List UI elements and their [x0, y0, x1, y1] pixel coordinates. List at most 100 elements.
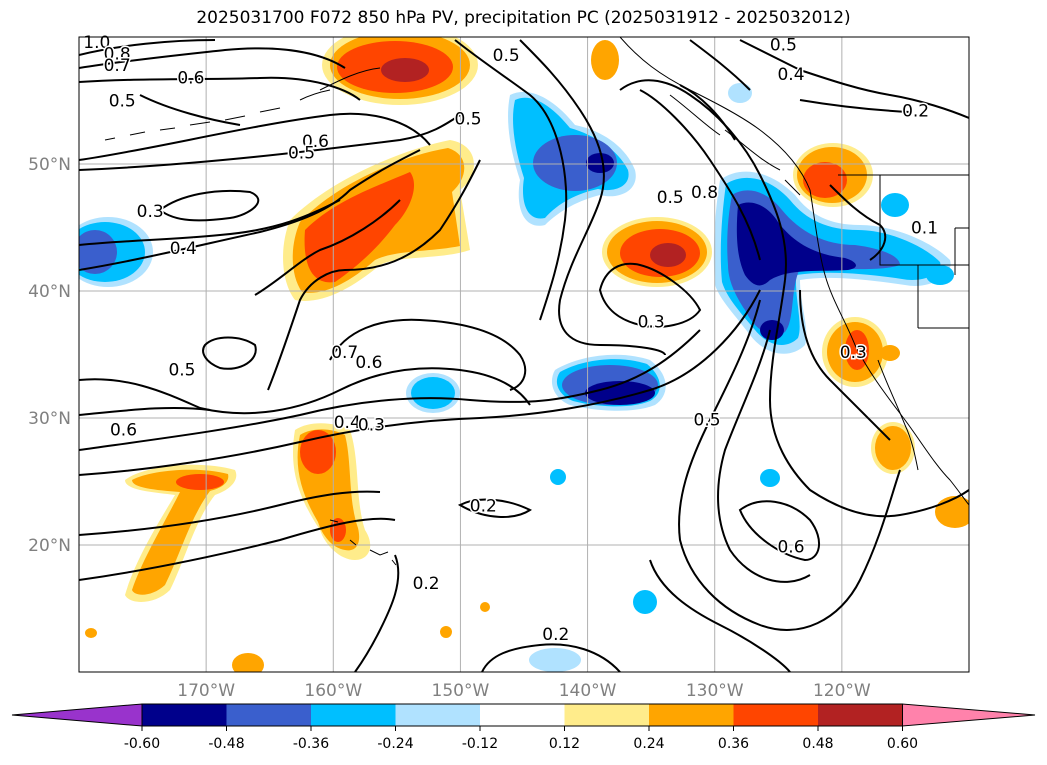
precip-blob-west-coast-blue [713, 171, 951, 354]
pv-contour-labels: 1.00.80.70.50.60.50.50.60.50.30.40.50.70… [82, 32, 940, 647]
colorbar-segment [480, 704, 565, 726]
pv-contour-25 [519, 39, 666, 356]
pv-contour-label: 0.4 [170, 239, 197, 259]
pv-contour-22 [481, 643, 621, 672]
precip-blob-blue-dot-3 [633, 590, 657, 614]
precip-blob-blue-dot-5 [728, 83, 752, 103]
precip-blob-hawaii [292, 423, 371, 560]
pv-contour-label: 0.5 [109, 92, 136, 112]
pv-contour-6 [79, 114, 461, 171]
colorbar-tick-label: -0.48 [208, 736, 244, 752]
pv-contour-label: 0.5 [493, 46, 520, 66]
pv-contour-30 [739, 39, 969, 119]
pv-contour-4 [139, 94, 241, 126]
pv-contour-35 [738, 500, 820, 562]
precip-blob-dot-1 [85, 628, 97, 638]
pv-contour-label: 0.5 [770, 36, 797, 56]
colorbar-tick-label: 0.48 [802, 736, 833, 752]
pv-contour-19 [79, 517, 396, 581]
lat-tick-label: 40°N [28, 282, 71, 302]
precip-blob-blue-dot-2 [760, 469, 780, 487]
pv-contour-38 [649, 559, 791, 672]
pv-contour-9 [79, 199, 341, 246]
pv-contour-23 [454, 39, 568, 321]
pv-contour-12 [267, 159, 481, 391]
pv-contour-label: 0.1 [911, 219, 938, 239]
pv-contour-label: 0.5 [694, 410, 721, 430]
precip-blob-east-pacific-warm [602, 217, 712, 287]
pv-contour-7 [158, 189, 260, 222]
colorbar-tick-label: -0.60 [124, 736, 160, 752]
colorbar-segment [564, 704, 649, 726]
precipitation-anomaly-fill [79, 37, 969, 672]
pv-contour-24 [598, 262, 702, 328]
pv-contour-27 [639, 89, 761, 261]
pv-contour-20 [457, 498, 532, 518]
pv-contour-label: 0.3 [137, 202, 164, 222]
pv-contour-label: 0.5 [455, 109, 482, 129]
pv-contour-16 [79, 329, 701, 451]
coastline-baja [877, 359, 919, 471]
pv-contour-label: 0.3 [358, 415, 385, 435]
pv-contours [79, 39, 969, 672]
pv-contour-label: 0.5 [288, 144, 315, 164]
precip-blob-dot-3 [480, 602, 490, 612]
pv-contour-14 [79, 367, 531, 415]
pv-contour-26 [619, 79, 787, 281]
lon-tick-label: 170°W [177, 681, 235, 701]
precip-blob-gulf-alaska-blue [508, 91, 636, 226]
pv-contour-label: 0.6 [177, 69, 204, 89]
map-title: 2025031700 F072 850 hPa PV, precipitatio… [196, 8, 851, 28]
pv-contour-1 [79, 39, 216, 56]
pv-contour-29 [689, 39, 751, 91]
pv-contour-label: 0.2 [470, 497, 497, 517]
pv-contour-label: 0.3 [638, 312, 665, 332]
lon-tick-label: 140°W [559, 681, 617, 701]
lon-tick-label: 120°W [813, 681, 871, 701]
longitude-labels: 170°W 160°W 150°W 140°W 130°W 120°W [177, 681, 871, 701]
colorbar-segment [649, 704, 734, 726]
pv-contour-label: 0.6 [302, 132, 329, 152]
colorbar-frame [141, 703, 903, 727]
pv-contour-32 [829, 184, 887, 261]
colorbar-extend-low [11, 703, 143, 727]
colorbar-segment [818, 704, 903, 726]
pv-contour-label: 0.2 [542, 625, 569, 645]
colorbar-tick-label: 0.36 [718, 736, 749, 752]
pv-contour-11 [202, 336, 257, 370]
pv-contour-label: 0.8 [691, 183, 718, 203]
pv-contour-label: 0.2 [413, 574, 440, 594]
precip-blob-gulf-alaska-small [591, 40, 619, 80]
precip-blob-british-columbia [793, 143, 873, 207]
pv-contour-label: 0.4 [334, 413, 361, 433]
colorbar-segment [311, 704, 396, 726]
colorbar-segment [395, 704, 480, 726]
border-states [879, 175, 969, 328]
pv-contour-5 [79, 112, 431, 161]
pv-contour-21 [354, 554, 400, 672]
colorbar-tick-label: 0.12 [549, 736, 580, 752]
pv-contour-34 [717, 329, 811, 583]
pv-contour-28 [679, 84, 736, 141]
colorbar-segment [733, 704, 818, 726]
colorbar: -0.60 -0.48 -0.36 -0.24 -0.12 0.12 0.24 0.36 0.4… [11, 703, 1036, 752]
pv-contour-label: 0.7 [331, 343, 358, 363]
precip-blob-blue-dot-1 [550, 469, 566, 485]
pv-contour-label: 0.6 [777, 537, 804, 557]
pv-contour-label: 0.8 [104, 45, 131, 65]
precip-blob-blue-dot-4 [529, 648, 581, 672]
map-gridlines [79, 37, 969, 672]
colorbar-tick-label: -0.36 [293, 736, 329, 752]
colorbar-tick-label: 0.60 [887, 736, 918, 752]
pv-contour-13 [329, 318, 527, 391]
colorbar-tick-label: -0.12 [462, 736, 498, 752]
precip-blob-blue-dot-7 [926, 265, 954, 285]
pv-contour-17 [79, 289, 761, 476]
colorbar-tick-label: -0.24 [377, 736, 413, 752]
colorbar-extend-high [902, 703, 1036, 727]
pv-contour-label: 0.4 [777, 65, 804, 85]
lat-tick-label: 20°N [28, 536, 71, 556]
pv-contour-37 [799, 289, 891, 441]
pv-contour-33 [678, 299, 901, 631]
